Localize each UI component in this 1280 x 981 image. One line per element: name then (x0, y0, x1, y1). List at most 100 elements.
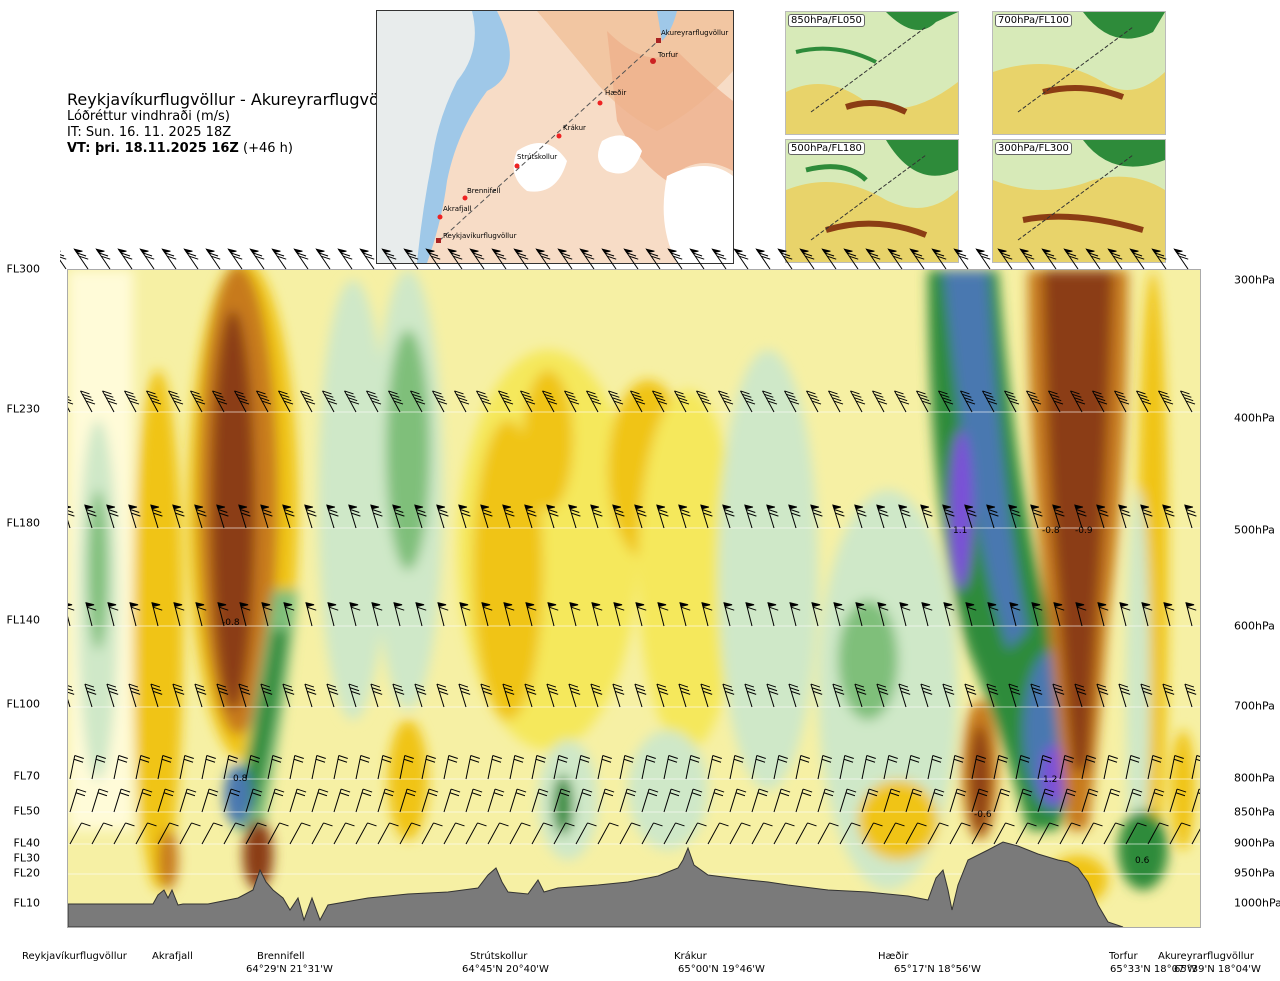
wind-barb (491, 248, 507, 270)
wind-barb (128, 504, 141, 529)
wind-barb (608, 390, 624, 413)
wind-barb (1147, 755, 1162, 780)
hpa-label: 400hPa (1234, 411, 1275, 425)
wind-barb (69, 822, 91, 845)
wind-barb (421, 822, 443, 845)
wind-barb (304, 504, 317, 529)
wind-barb (487, 788, 505, 813)
fl-label: FL20 (13, 866, 40, 880)
wind-barb (531, 755, 546, 780)
wind-barb (821, 248, 837, 270)
wind-barb (861, 755, 876, 780)
wind-barb (876, 683, 889, 708)
wind-barb (129, 602, 141, 627)
wind-barb (322, 390, 338, 413)
value-label: 0.6 (1135, 856, 1150, 866)
thumbnail-850hpa[interactable]: 850hPa/FL050 (785, 11, 959, 135)
wind-barb (1037, 822, 1059, 845)
wind-barb (458, 683, 471, 708)
wind-barb (168, 390, 184, 413)
value-label: -0.9 (1075, 526, 1093, 536)
wind-barb (987, 602, 999, 627)
wind-barb (767, 602, 779, 627)
wind-barb (872, 390, 888, 413)
wind-barb (304, 683, 317, 708)
wind-barb (282, 683, 295, 708)
thumbnail-500hpa[interactable]: 500hPa/FL180 (785, 139, 959, 263)
wind-barb (249, 248, 265, 270)
fl-label: FL300 (6, 262, 40, 276)
wind-barb (1030, 683, 1043, 708)
wind-barb (261, 602, 273, 627)
wind-barb (656, 504, 669, 529)
wind-barb (355, 755, 370, 780)
wind-barb (729, 755, 744, 780)
wind-barb (436, 504, 449, 529)
wind-barb (113, 822, 135, 845)
wind-barb (326, 504, 339, 529)
wind-barb (927, 755, 942, 780)
wind-barb (971, 755, 986, 780)
thumbnail-300hpa[interactable]: 300hPa/FL300 (992, 139, 1166, 263)
wind-barb (161, 248, 177, 270)
wind-barb (414, 683, 427, 708)
wind-barb (1125, 822, 1147, 845)
wind-barb (1118, 504, 1131, 529)
wind-barb (1037, 788, 1055, 813)
wind-barb (751, 822, 773, 845)
wind-barb (773, 788, 791, 813)
wind-barb (619, 755, 634, 780)
wind-barb (260, 683, 273, 708)
wind-barb (223, 822, 245, 845)
wind-barb (839, 755, 854, 780)
wind-barb (700, 683, 713, 708)
wind-barb (591, 602, 603, 627)
wind-barb (509, 822, 531, 845)
waypoint-coord: 64°29'N 21°31'W (246, 964, 333, 975)
wind-barb (927, 822, 949, 845)
hpa-label: 500hPa (1234, 523, 1275, 537)
wind-barb (1191, 828, 1200, 845)
wind-barb (128, 683, 141, 708)
wind-barb (1052, 683, 1065, 708)
wind-barb (597, 755, 612, 780)
wind-barb (553, 822, 575, 845)
thumbnail-850hpa-map (786, 12, 958, 134)
wind-barb (854, 683, 867, 708)
wind-barb (403, 248, 419, 270)
thumbnail-label: 700hPa/FL100 (995, 14, 1072, 27)
wind-barb (173, 602, 185, 627)
wind-barb (744, 504, 757, 529)
wind-barb (964, 504, 977, 529)
map-label-torfur: Torfur (657, 51, 678, 59)
wind-barb (1136, 390, 1152, 413)
wind-barb (326, 683, 339, 708)
wind-barb (1019, 248, 1035, 270)
wind-barb (861, 788, 879, 813)
wind-barb (223, 788, 241, 813)
wind-barb (953, 248, 969, 270)
thumbnail-700hpa[interactable]: 700hPa/FL100 (992, 11, 1166, 135)
wind-barb (311, 755, 326, 780)
map-label-akureyri: Akureyrarflugvöllur (661, 29, 728, 37)
wind-barb (139, 248, 155, 270)
wind-barb (696, 390, 712, 413)
wind-barb (267, 822, 289, 845)
wind-barb (740, 390, 756, 413)
wind-barb (1031, 602, 1043, 627)
wind-barb (601, 248, 617, 270)
wind-barb (795, 788, 813, 813)
wind-barb (535, 248, 551, 270)
wind-barb (766, 504, 779, 529)
wind-barb (1026, 390, 1042, 413)
wind-barb (894, 390, 910, 413)
wind-barb (674, 390, 690, 413)
wind-barb (1147, 788, 1165, 813)
wind-barb (729, 822, 751, 845)
wind-barb (227, 248, 243, 270)
hpa-label: 700hPa (1234, 699, 1275, 713)
issue-time: IT: Sun. 16. 11. 2025 18Z (67, 125, 232, 140)
wind-barb (1085, 248, 1101, 270)
map-label-akrafjall: Akrafjall (443, 205, 472, 213)
wind-barb (399, 822, 421, 845)
